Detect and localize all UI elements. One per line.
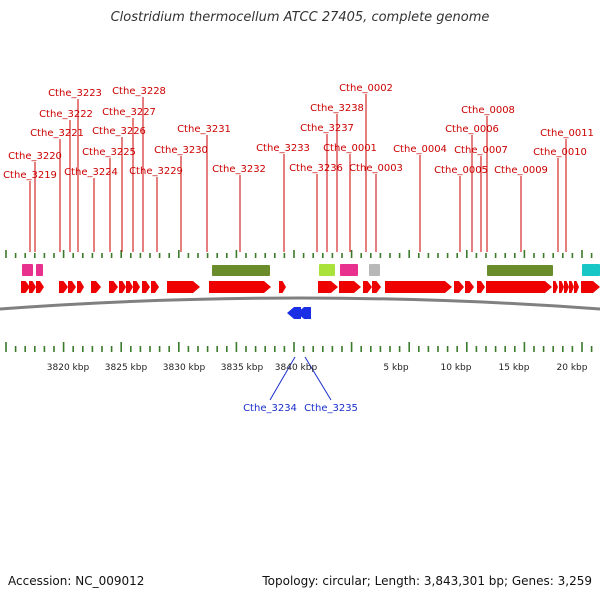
- forward-gene-arrow: [569, 281, 574, 293]
- gene-label: Cthe_3235: [304, 403, 358, 414]
- forward-gene-arrow: [372, 281, 381, 293]
- gene-arrows: [21, 281, 600, 319]
- scale-label: 3820 kbp: [47, 363, 90, 373]
- gene-label: Cthe_0011: [540, 128, 594, 139]
- gene-label: Cthe_0010: [533, 147, 587, 158]
- gene-label: Cthe_3237: [300, 123, 354, 134]
- forward-gene-arrow: [486, 281, 552, 293]
- map-title: Clostridium thermocellum ATCC 27405, com…: [110, 10, 490, 25]
- forward-gene-arrow: [318, 281, 338, 293]
- backbone-line: [0, 296, 600, 311]
- gene-label: Cthe_0008: [461, 105, 515, 116]
- label-leader-lines: [29, 94, 567, 401]
- scale-label: 10 kbp: [441, 363, 472, 373]
- forward-gene-arrow: [581, 281, 600, 293]
- forward-gene-arrow: [142, 281, 150, 293]
- gene-label: Cthe_3231: [177, 124, 231, 135]
- forward-gene-arrow: [209, 281, 271, 293]
- forward-gene-arrow: [553, 281, 558, 293]
- scale-label: 5 kbp: [383, 363, 409, 373]
- forward-gene-arrow: [454, 281, 464, 293]
- leader-line: [304, 356, 332, 401]
- gene-label: Cthe_0001: [323, 143, 377, 154]
- forward-gene-arrow: [167, 281, 200, 293]
- forward-gene-arrow: [477, 281, 485, 293]
- scale-label: 20 kbp: [557, 363, 588, 373]
- scale-labels: 3820 kbp 3825 kbp 3830 kbp 3835 kbp 3840 kbp…: [47, 363, 588, 373]
- feature-block: [369, 264, 380, 276]
- gene-label: Cthe_3228: [112, 86, 166, 97]
- gene-label: Cthe_3225: [82, 147, 136, 158]
- gene-label: Cthe_0007: [454, 145, 508, 156]
- forward-gene-arrow: [109, 281, 118, 293]
- gene-label: Cthe_0003: [349, 163, 403, 174]
- gene-label: Cthe_0009: [494, 165, 548, 176]
- gene-label: Cthe_0005: [434, 165, 488, 176]
- gene-label: Cthe_3234: [243, 403, 297, 414]
- forward-gene-arrow: [339, 281, 361, 293]
- forward-gene-arrow: [91, 281, 101, 293]
- forward-gene-arrow: [126, 281, 133, 293]
- gene-label: Cthe_3230: [154, 145, 208, 156]
- gene-labels: Cthe_3219 Cthe_3220 Cthe_3221 Cthe_3222 Cthe…: [3, 83, 594, 414]
- forward-gene-arrow: [279, 281, 286, 293]
- forward-gene-arrow: [36, 281, 44, 293]
- scale-label: 15 kbp: [499, 363, 530, 373]
- feature-block: [212, 265, 270, 276]
- forward-gene-arrow: [574, 281, 579, 293]
- gene-label: Cthe_3236: [289, 163, 343, 174]
- feature-block: [487, 265, 553, 276]
- feature-block: [36, 264, 43, 276]
- feature-block: [582, 264, 600, 276]
- gene-label: Cthe_3224: [64, 167, 118, 178]
- scale-label: 3825 kbp: [105, 363, 148, 373]
- forward-gene-arrow: [151, 281, 159, 293]
- gene-label: Cthe_3226: [92, 126, 146, 137]
- chromosome-backbone: [0, 296, 600, 311]
- forward-gene-arrow: [68, 281, 76, 293]
- scale-label: 3840 kbp: [275, 363, 318, 373]
- lower-tick-row: [5, 342, 593, 352]
- scale-label: 3830 kbp: [163, 363, 206, 373]
- gene-label: Cthe_3219: [3, 170, 57, 181]
- gene-label: Cthe_3232: [212, 164, 266, 175]
- upper-tick-row: [5, 250, 593, 258]
- gene-label: Cthe_0006: [445, 124, 499, 135]
- forward-gene-arrow: [385, 281, 452, 293]
- gene-label: Cthe_3222: [39, 109, 93, 120]
- gene-label: Cthe_3221: [30, 128, 84, 139]
- forward-gene-arrow: [59, 281, 68, 293]
- forward-gene-arrow: [465, 281, 474, 293]
- forward-gene-arrow: [564, 281, 569, 293]
- gene-label: Cthe_3227: [102, 107, 156, 118]
- forward-gene-arrow: [559, 281, 564, 293]
- reverse-gene-arrow: [287, 307, 301, 319]
- scale-label: 3835 kbp: [221, 363, 264, 373]
- gene-label: Cthe_0002: [339, 83, 393, 94]
- gene-label: Cthe_3233: [256, 143, 310, 154]
- gene-label: Cthe_3223: [48, 88, 102, 99]
- gene-label: Cthe_3238: [310, 103, 364, 114]
- reverse-gene-arrow: [297, 307, 311, 319]
- feature-block: [22, 264, 33, 276]
- forward-gene-arrow: [21, 281, 30, 293]
- gene-label: Cthe_0004: [393, 144, 447, 155]
- feature-block: [340, 264, 358, 276]
- accession-text: Accession: NC_009012: [8, 574, 145, 588]
- feature-blocks: [22, 264, 600, 276]
- forward-gene-arrow: [133, 281, 140, 293]
- forward-gene-arrow: [29, 281, 36, 293]
- forward-gene-arrow: [119, 281, 126, 293]
- topology-text: Topology: circular; Length: 3,843,301 bp…: [262, 574, 592, 588]
- forward-gene-arrow: [77, 281, 84, 293]
- feature-block: [319, 264, 335, 276]
- leader-line: [269, 356, 296, 401]
- gene-label: Cthe_3229: [129, 166, 183, 177]
- forward-gene-arrow: [363, 281, 372, 293]
- gene-label: Cthe_3220: [8, 151, 62, 162]
